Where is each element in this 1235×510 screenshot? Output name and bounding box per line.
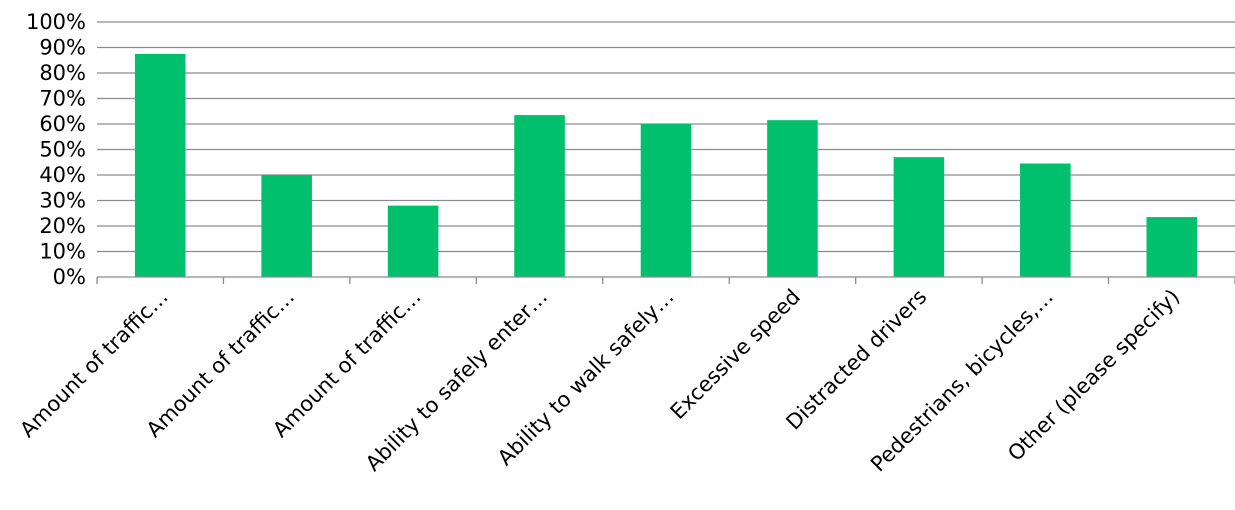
y-tick-label: 60%: [39, 112, 86, 136]
y-tick-label: 80%: [39, 61, 86, 85]
bars: [134, 53, 1198, 277]
y-tick-label: 50%: [39, 138, 86, 162]
bar: [640, 124, 692, 277]
bar: [134, 53, 186, 277]
y-tick-label: 40%: [39, 163, 86, 187]
y-axis-tick-labels: 0%10%20%30%40%50%60%70%80%90%100%: [26, 10, 86, 289]
x-tick-label: Distracted drivers: [781, 285, 931, 435]
x-tick-label: Excessive speed: [666, 285, 805, 424]
x-axis-tick-labels: Amount of traffic…Amount of traffic…Amou…: [15, 285, 1184, 477]
y-tick-label: 100%: [26, 10, 86, 34]
bar: [1146, 217, 1198, 277]
y-tick-label: 0%: [53, 265, 86, 289]
bar: [387, 205, 439, 277]
y-tick-label: 30%: [39, 189, 86, 213]
bar: [261, 175, 312, 277]
bar: [767, 120, 818, 277]
bar: [1020, 163, 1071, 277]
y-tick-label: 10%: [39, 240, 86, 264]
y-tick-label: 90%: [39, 36, 86, 60]
y-tick-label: 20%: [39, 214, 86, 238]
bar: [893, 157, 945, 277]
y-tick-label: 70%: [39, 87, 86, 111]
bar: [514, 115, 565, 277]
x-axis: [96, 276, 1235, 284]
